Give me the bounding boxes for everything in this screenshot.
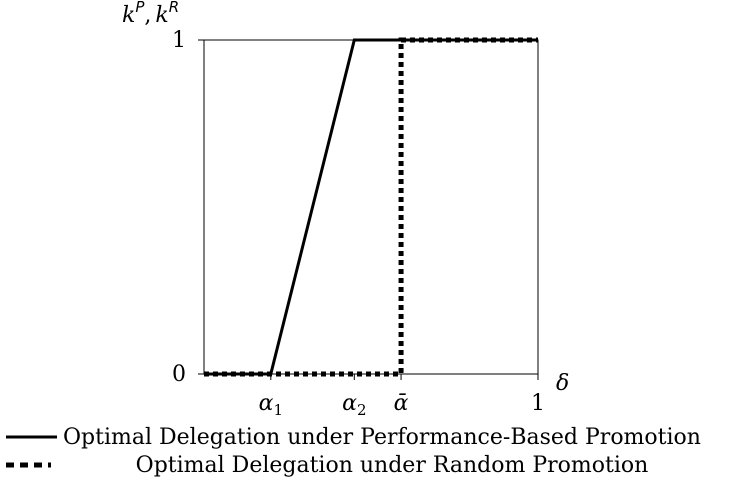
legend-label-1: Optimal Delegation under Performance-Bas… xyxy=(63,425,701,450)
y-axis-label: kP, kR xyxy=(122,0,179,28)
series-layer xyxy=(204,37,538,377)
x-tick-label: α1 xyxy=(259,391,283,419)
x-tick-label: ᾱ xyxy=(394,391,409,416)
plot-frame xyxy=(203,39,539,375)
y-tick-label: 1 xyxy=(172,28,186,53)
x-tick-label: 1 xyxy=(531,391,545,416)
series-line-2 xyxy=(204,37,538,377)
x-tick-label: α2 xyxy=(342,391,366,419)
series-line-1 xyxy=(204,38,538,376)
x-axis-label: δ xyxy=(556,371,569,396)
ticks-layer xyxy=(198,39,539,380)
legend: Optimal Delegation under Performance-Bas… xyxy=(6,425,701,478)
y-tick-label: 0 xyxy=(172,362,186,387)
legend-label-2: Optimal Delegation under Random Promotio… xyxy=(136,453,649,478)
